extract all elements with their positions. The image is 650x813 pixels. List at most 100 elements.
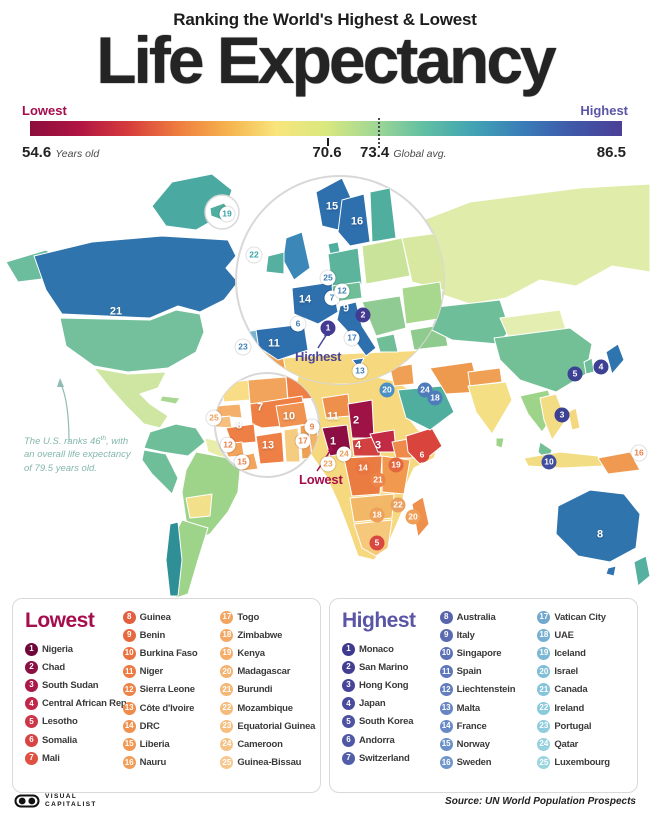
map-marker-highest: 7 [324, 290, 340, 306]
country-name: Nigeria [42, 643, 73, 655]
rank-badge: 3 [342, 678, 355, 692]
rank-row: 6 Andorra [342, 731, 433, 749]
country-name: Ireland [554, 702, 585, 714]
map-marker-lowest: 2 [352, 414, 360, 427]
rank-badge: 8 [439, 610, 453, 624]
highest-table-title: Highest [342, 609, 416, 632]
map-marker-highest: 14 [298, 293, 312, 306]
rank-row: 13 Malta [439, 699, 531, 717]
map-marker-lowest: 23 [320, 456, 336, 472]
map-marker-lowest: 16 [631, 445, 647, 461]
country-name: Burkina Faso [139, 647, 198, 659]
map-marker-highest: 24 [417, 382, 433, 398]
map-marker-lowest: 18 [369, 507, 385, 523]
rank-row: 7 Mali [25, 749, 116, 767]
rank-row: 1 Monaco [342, 640, 433, 658]
rank-row: 19 Kenya [220, 644, 311, 662]
rank-row: 4 Central African Rep [25, 695, 127, 713]
rank-row: 14 DRC [122, 717, 214, 735]
rank-badge: 19 [537, 646, 551, 660]
map-marker-lowest: 9 [304, 419, 320, 435]
rank-badge: 11 [122, 665, 136, 679]
rank-row: 19 Iceland [537, 644, 628, 662]
legend-gradient-bar [30, 121, 622, 136]
rank-badge: 18 [220, 628, 234, 642]
map-marker-lowest: 8 [235, 419, 243, 432]
legend-lowest-label: Lowest [22, 103, 67, 118]
rank-badge: 15 [439, 737, 453, 751]
legend-values: 54.6 Years old 70.6 73.4 Global avg. 86.… [0, 144, 650, 164]
country-name: Hong Kong [359, 679, 409, 691]
legend-max-value: 86.5 [596, 144, 626, 161]
legend-highest-label: Highest [580, 103, 628, 118]
country-name: Luxembourg [554, 757, 610, 769]
map-marker-highest: 9 [342, 302, 350, 315]
country-name: Côte d'Ivoire [139, 702, 195, 714]
rank-badge: 5 [25, 715, 38, 729]
rank-row: 16 Sweden [439, 754, 531, 772]
ranking-tables: Lowest 1 Nigeria 2 Chad [0, 598, 650, 793]
map-marker-highest: 15 [325, 200, 339, 213]
map-marker-lowest: 21 [370, 472, 386, 488]
rank-badge: 23 [220, 719, 234, 733]
asia [391, 183, 650, 475]
country-name: Guinea-Bissau [237, 757, 302, 769]
map-marker-lowest: 12 [220, 437, 236, 453]
country-name: Equatorial Guinea [237, 720, 316, 732]
map-marker-lowest: 4 [354, 439, 362, 452]
map-marker-lowest: 10 [282, 410, 296, 423]
visual-capitalist-logo: VISUAL CAPITALIST [14, 793, 97, 809]
country-name: Mozambique [237, 702, 293, 714]
country-name: Israel [554, 666, 578, 678]
rank-row: 17 Vatican City [537, 608, 628, 626]
rank-row: 15 Liberia [122, 735, 214, 753]
map-marker-lowest: 3 [374, 439, 382, 452]
binoculars-icon [14, 794, 40, 808]
rank-badge: 7 [25, 751, 38, 765]
highest-callout: Highest [295, 349, 342, 364]
north-america [5, 173, 239, 429]
country-name: San Marino [359, 661, 409, 673]
source-credit: Source: UN World Population Prospects [445, 795, 636, 807]
rank-badge: 6 [342, 733, 355, 747]
country-name: Mali [42, 752, 60, 764]
map-marker-highest: 10 [541, 454, 557, 470]
rank-badge: 10 [122, 646, 136, 660]
map-marker-lowest: 7 [256, 401, 264, 414]
rank-badge: 12 [439, 683, 453, 697]
africa-zoom-circle [214, 372, 320, 478]
rank-badge: 8 [122, 610, 136, 624]
rank-badge: 15 [122, 737, 136, 751]
rank-row: 17 Togo [220, 608, 311, 626]
rank-row: 8 Guinea [122, 608, 214, 626]
rank-row: 18 Zimbabwe [220, 626, 311, 644]
rank-row: 9 Italy [439, 626, 531, 644]
country-name: Guinea [139, 611, 171, 623]
rank-row: 4 Japan [342, 695, 433, 713]
rank-badge: 19 [220, 646, 234, 660]
country-name: Lesotho [42, 716, 78, 728]
rank-badge: 22 [537, 701, 551, 715]
lowest-table-title: Lowest [25, 609, 95, 632]
country-name: Sweden [456, 757, 492, 769]
map-marker-lowest: 11 [327, 410, 339, 423]
rank-badge: 16 [439, 756, 453, 770]
country-name: Liechtenstein [456, 684, 516, 696]
country-name: Zimbabwe [237, 629, 283, 641]
map-marker-highest: 4 [593, 359, 609, 375]
map-marker-highest: 18 [427, 390, 443, 406]
rank-row: 8 Australia [439, 608, 531, 626]
africa-zoom-content [215, 373, 319, 472]
rank-row: 12 Sierra Leone [122, 681, 214, 699]
rank-row: 15 Norway [439, 735, 531, 753]
map-marker-lowest: 17 [295, 433, 311, 449]
map-marker-lowest: 24 [336, 446, 352, 462]
map-marker-highest: 25 [320, 270, 336, 286]
country-name: Italy [456, 629, 475, 641]
country-name: South Sudan [42, 679, 99, 691]
rank-row: 23 Portugal [537, 717, 628, 735]
country-name: Monaco [359, 643, 394, 655]
map-marker-highest: 8 [596, 528, 604, 541]
map-marker-highest: 5 [567, 366, 583, 382]
rank-row: 24 Cameroon [220, 735, 311, 753]
